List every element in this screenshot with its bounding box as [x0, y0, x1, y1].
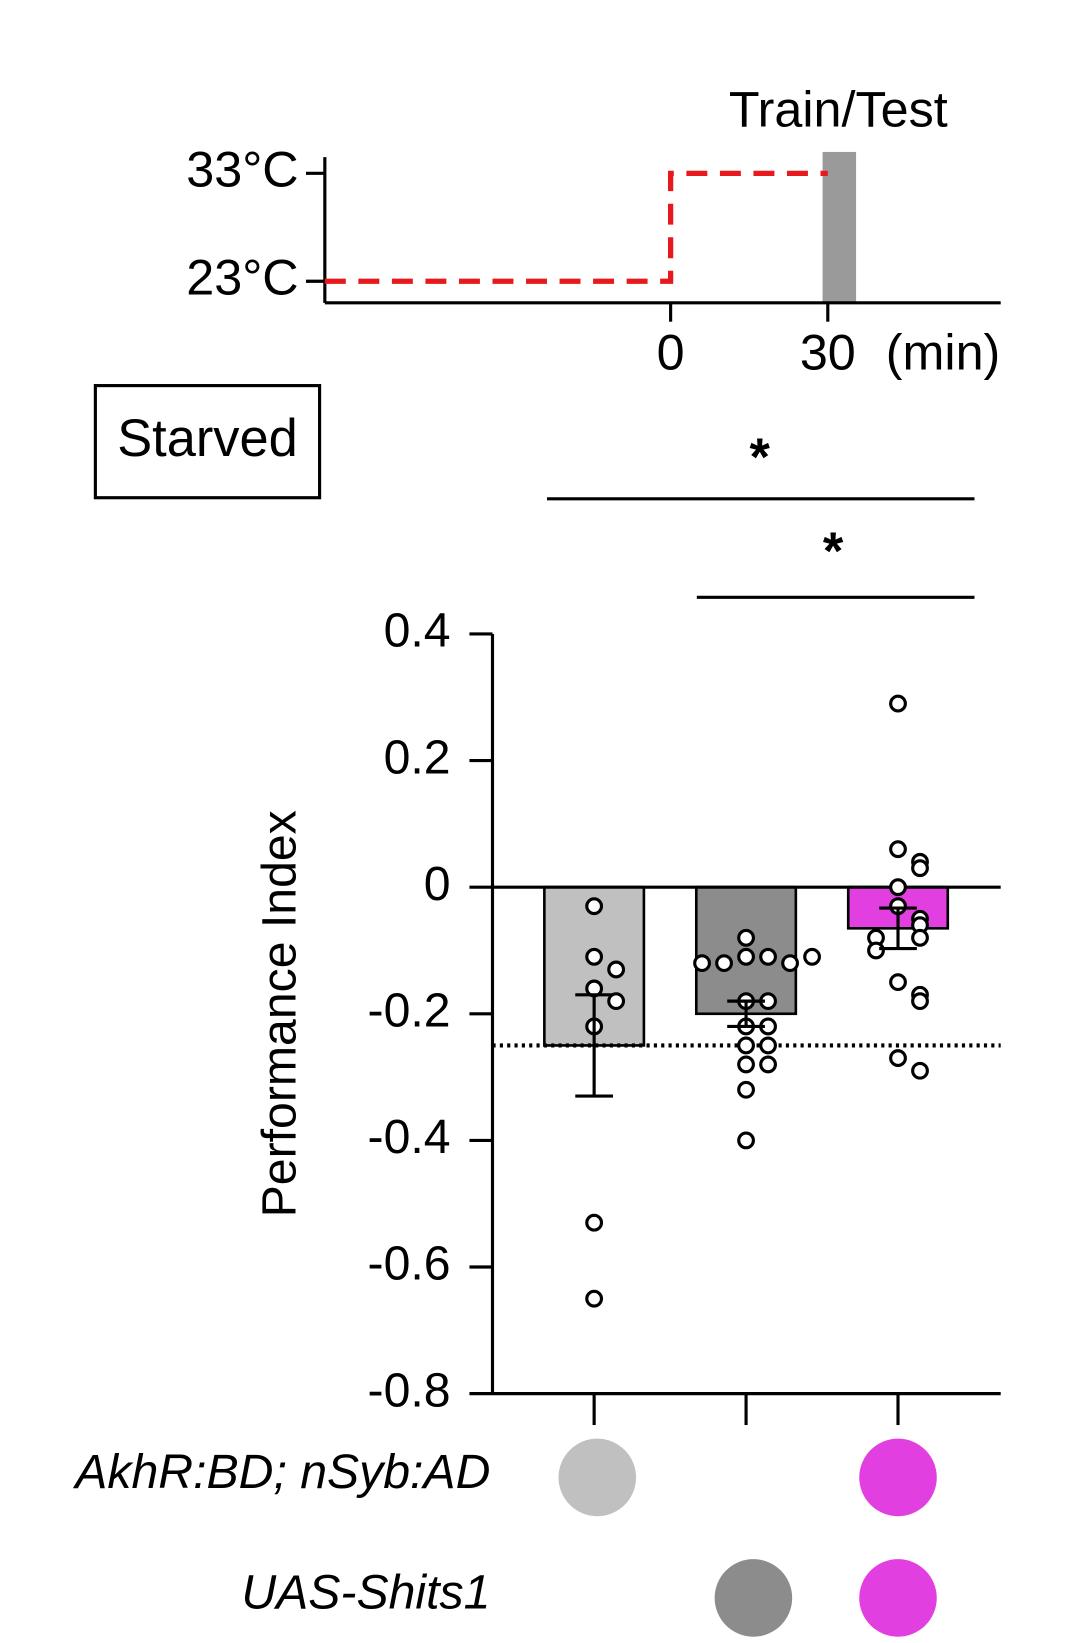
data-point: [607, 960, 626, 979]
y-tick-label: 0.2: [384, 730, 451, 784]
y-tick-label: 0: [424, 857, 451, 911]
data-point: [737, 947, 755, 966]
data-point: [911, 928, 929, 947]
data-point: [911, 1061, 929, 1080]
data-point: [889, 973, 907, 992]
data-point: [867, 941, 885, 960]
y-tick-label: -0.2: [368, 984, 451, 1038]
data-point: [585, 897, 604, 916]
y-tick-label: -0.8: [368, 1363, 451, 1417]
data-point: [737, 1131, 755, 1150]
data-point: [889, 878, 907, 897]
data-point: [911, 992, 929, 1011]
error-bar: [727, 999, 765, 1029]
y-axis-label: Performance Index: [253, 810, 307, 1217]
genotype-label: AkhR:BD; nSyb:AD: [72, 1445, 490, 1499]
data-point: [889, 694, 907, 713]
train-test-band: [822, 151, 857, 303]
data-point: [889, 1049, 907, 1067]
y-tick-label: 23°C: [186, 249, 298, 306]
y-tick-label: -0.6: [368, 1237, 451, 1291]
data-point: [889, 840, 907, 859]
temperature-line: [324, 170, 828, 284]
data-point: [759, 947, 777, 966]
data-point: [737, 1080, 755, 1099]
data-point: [585, 1213, 604, 1232]
x-tick-label: 30: [800, 324, 856, 381]
y-tick-label: 0.4: [384, 604, 451, 658]
genotype-marker: [558, 1438, 637, 1517]
data-point: [737, 928, 755, 947]
y-tick-label: -0.4: [368, 1110, 451, 1164]
data-point: [759, 1036, 777, 1055]
genotype-label: UAS-Shits1: [241, 1566, 490, 1620]
data-point: [737, 1036, 755, 1055]
data-point: [737, 1055, 755, 1074]
data-point: [607, 992, 626, 1011]
genotype-marker: [714, 1559, 793, 1637]
data-point: [715, 954, 733, 973]
error-bar: [575, 993, 613, 1098]
condition-box: [93, 384, 322, 500]
x-tick-label: 0: [657, 324, 685, 381]
data-point: [693, 954, 711, 973]
condition-label: Starved: [117, 410, 298, 468]
y-tick-label: 33°C: [186, 141, 298, 198]
data-point: [803, 947, 821, 966]
data-point: [585, 947, 604, 966]
error-bar: [879, 906, 917, 951]
data-point: [585, 1289, 604, 1308]
x-axis-label: (min): [886, 324, 1001, 381]
data-point: [759, 1055, 777, 1074]
genotype-marker: [859, 1559, 937, 1637]
significance-label: *: [749, 429, 770, 487]
genotype-marker: [859, 1438, 937, 1517]
band-label: Train/Test: [729, 80, 948, 137]
data-point: [911, 859, 929, 878]
significance-label: *: [823, 523, 844, 581]
data-point: [781, 954, 799, 973]
